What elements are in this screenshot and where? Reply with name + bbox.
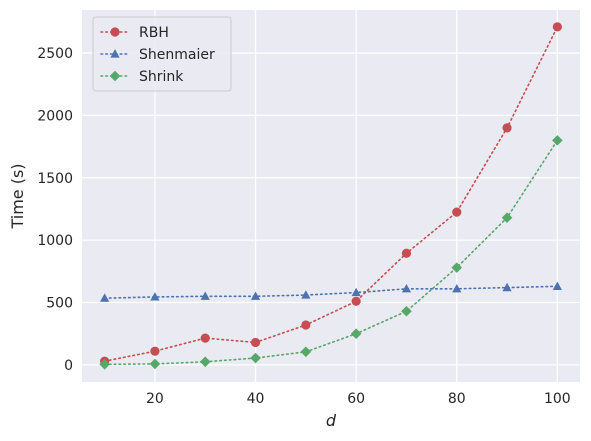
data-point: [100, 293, 110, 302]
legend-label: Shrink: [139, 69, 184, 85]
data-point: [351, 296, 361, 306]
data-point: [149, 358, 161, 370]
data-point: [350, 328, 362, 340]
data-point: [552, 135, 563, 146]
legend-marker: [109, 70, 121, 82]
x-tick-label: 80: [448, 391, 466, 407]
data-point: [150, 292, 160, 301]
data-point: [250, 352, 261, 364]
legend-marker: [110, 49, 120, 58]
y-tick-label: 1000: [37, 233, 73, 249]
data-point: [452, 207, 462, 217]
series-layer: [99, 22, 563, 370]
data-point: [552, 281, 562, 290]
y-tick-label: 1500: [37, 171, 73, 187]
data-point: [401, 283, 412, 293]
legend-marker: [110, 27, 120, 37]
data-point: [99, 358, 110, 370]
x-tick-label: 100: [544, 391, 571, 407]
data-point: [401, 248, 412, 258]
series-rbh: [100, 22, 562, 366]
data-point: [552, 22, 562, 32]
data-point: [401, 305, 412, 317]
data-point: [199, 356, 211, 368]
data-point: [301, 290, 311, 299]
data-point: [351, 287, 361, 297]
y-tick-label: 500: [46, 296, 73, 312]
legend-label: Shenmaier: [139, 47, 215, 63]
legend: RBH Shenmaier Shrink: [92, 16, 232, 92]
legend-item-shenmaier: Shenmaier: [100, 47, 215, 63]
x-tick-label: 40: [247, 391, 265, 407]
x-axis-label: d: [326, 411, 337, 430]
legend-item-shrink: Shrink: [100, 69, 184, 85]
data-point: [451, 262, 463, 273]
data-point: [200, 291, 210, 300]
data-point: [502, 282, 512, 292]
data-point: [452, 283, 462, 293]
series-shrink: [99, 135, 563, 370]
y-tick-label: 2500: [37, 46, 73, 62]
data-point: [301, 320, 311, 330]
series-shenmaier: [100, 281, 562, 302]
data-point: [300, 346, 312, 358]
data-point: [150, 346, 160, 356]
y-axis-label: Time (s): [8, 163, 27, 229]
data-point: [501, 212, 513, 223]
data-point: [502, 123, 512, 133]
x-tick-label: 60: [347, 391, 365, 407]
legend-box: [92, 16, 232, 92]
x-tick-label: 20: [146, 391, 164, 407]
series-line: [103, 26, 559, 362]
grid: [82, 10, 580, 382]
series-line: [103, 285, 559, 299]
data-point: [250, 291, 261, 300]
y-tick-label: 2000: [37, 108, 73, 124]
legend-label: RBH: [139, 25, 169, 41]
y-tick-label: 0: [64, 358, 73, 374]
data-point: [250, 337, 261, 348]
legend-item-rbh: RBH: [100, 25, 169, 41]
series-line: [103, 139, 559, 366]
data-point: [200, 333, 210, 343]
